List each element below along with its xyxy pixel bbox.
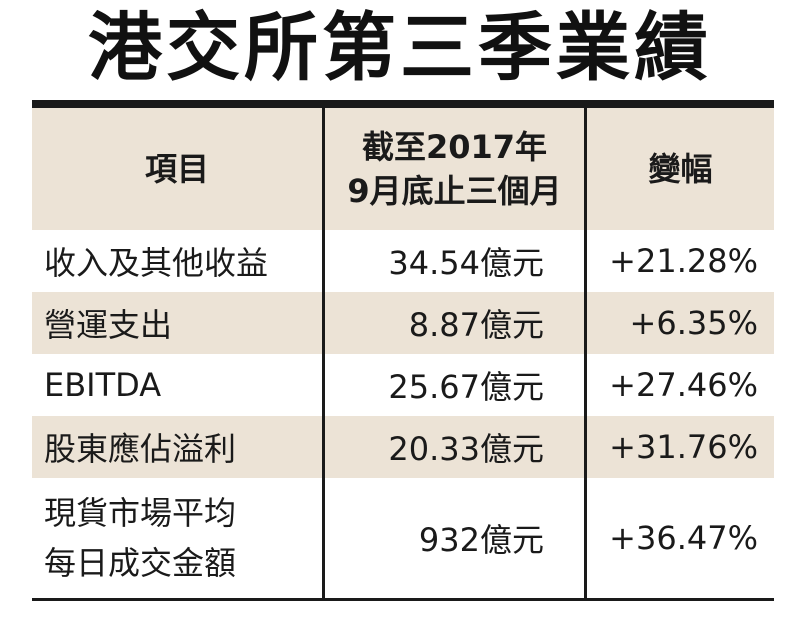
row-change: +27.46% (584, 354, 774, 416)
table-row: EBITDA 25.67億元 +27.46% (32, 354, 774, 416)
row-item: EBITDA (44, 366, 162, 404)
row-value: 932億元 (322, 478, 584, 598)
bottom-rule (32, 598, 774, 601)
header-period-line-1: 截至2017年 (361, 128, 548, 166)
row-change: +21.28% (584, 230, 774, 292)
row-value: 8.87億元 (322, 292, 584, 354)
row-value: 34.54億元 (322, 230, 584, 292)
top-rule (32, 100, 774, 108)
row-change: +6.35% (584, 292, 774, 354)
row-value: 25.67億元 (322, 354, 584, 416)
row-value: 20.33億元 (322, 416, 584, 478)
header-item: 項目 (144, 150, 209, 188)
header-period-line-2: 9月底止三個月 (347, 172, 562, 210)
results-table: 項目 截至2017年 9月底止三個月 變幅 收入及其他收益 34.54億元 +2… (32, 100, 774, 601)
row-item: 股東應佔溢利 (44, 430, 237, 468)
row-item: 收入及其他收益 (44, 244, 269, 282)
row-item: 現貨市場平均 每日成交金額 (32, 478, 322, 598)
row-item-line-1: 現貨市場平均 (44, 494, 237, 532)
table-title: 港交所第三季業績 (88, 5, 712, 91)
table-row: 現貨市場平均 每日成交金額 932億元 +36.47% (32, 478, 774, 598)
row-change: +36.47% (584, 478, 774, 598)
table-row: 股東應佔溢利 20.33億元 +31.76% (32, 416, 774, 478)
table-row: 營運支出 8.87億元 +6.35% (32, 292, 774, 354)
table-row: 收入及其他收益 34.54億元 +21.28% (32, 230, 774, 292)
header-period: 截至2017年 9月底止三個月 (322, 108, 584, 230)
header-change: 變幅 (584, 108, 774, 230)
row-item: 營運支出 (44, 306, 173, 344)
row-item-line-2: 每日成交金額 (44, 544, 237, 582)
header-row: 項目 截至2017年 9月底止三個月 變幅 (32, 108, 774, 230)
row-change: +31.76% (584, 416, 774, 478)
